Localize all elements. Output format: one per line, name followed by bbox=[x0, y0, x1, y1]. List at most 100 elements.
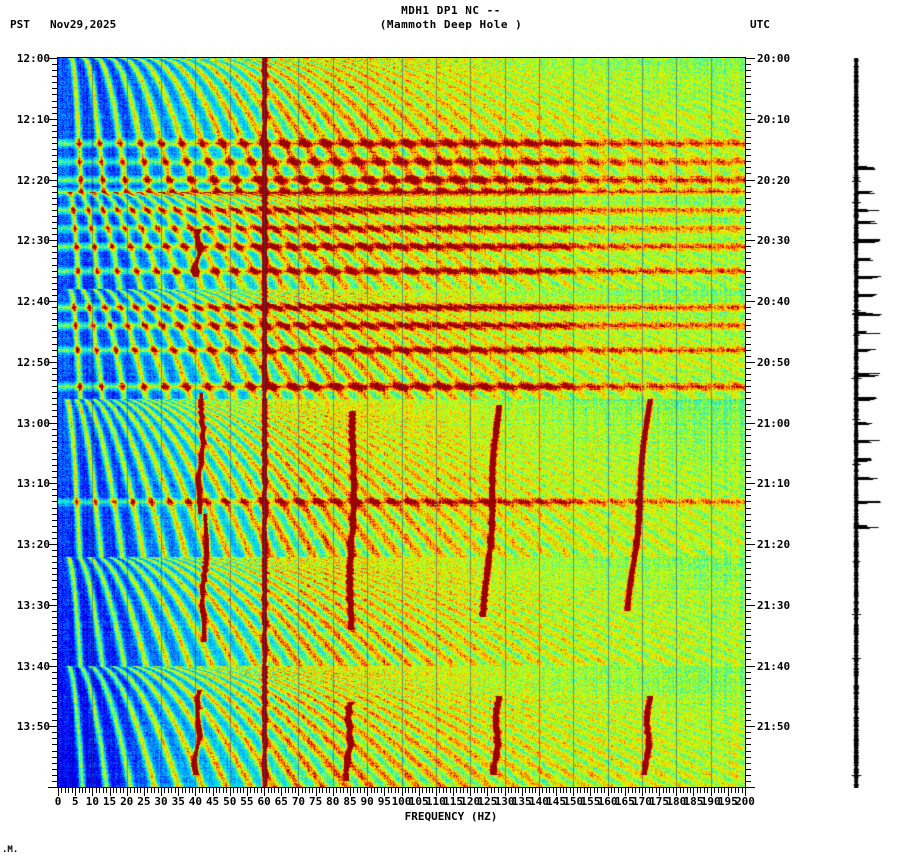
time-tick-minor-right bbox=[745, 556, 751, 557]
freq-tick-minor bbox=[656, 788, 657, 793]
freq-tick-minor bbox=[99, 788, 100, 793]
freq-tick-minor bbox=[65, 788, 66, 793]
freq-tick-major bbox=[436, 788, 437, 796]
time-tick-minor-right bbox=[745, 696, 751, 697]
freq-tick-minor bbox=[535, 788, 536, 793]
time-tick-minor-left bbox=[52, 751, 58, 752]
freq-label: 70 bbox=[291, 795, 306, 808]
time-label-left: 12:50 bbox=[16, 355, 50, 369]
time-tick-minor-left bbox=[52, 447, 58, 448]
freq-tick-minor bbox=[443, 788, 444, 793]
freq-label: 5 bbox=[71, 795, 79, 808]
time-tick-major-right bbox=[745, 180, 755, 181]
time-tick-minor-right bbox=[745, 64, 751, 65]
time-tick-minor-right bbox=[745, 107, 751, 108]
time-tick-minor-left bbox=[52, 690, 58, 691]
time-tick-minor-right bbox=[745, 277, 751, 278]
freq-label: 50 bbox=[223, 795, 237, 808]
freq-tick-major bbox=[350, 788, 351, 796]
freq-tick-minor bbox=[501, 788, 502, 793]
freq-tick-minor bbox=[415, 788, 416, 793]
freq-tick-major bbox=[505, 788, 506, 796]
spectrogram-canvas[interactable] bbox=[58, 58, 745, 787]
freq-tick-major bbox=[58, 788, 59, 796]
freq-tick-minor bbox=[639, 788, 640, 793]
freq-tick-minor bbox=[243, 788, 244, 793]
time-tick-minor-left bbox=[52, 593, 58, 594]
time-tick-minor-right bbox=[745, 307, 751, 308]
freq-tick-minor bbox=[412, 788, 413, 793]
time-tick-major-right bbox=[745, 666, 755, 667]
time-tick-major-right bbox=[745, 240, 755, 241]
freq-tick-minor bbox=[618, 788, 619, 793]
freq-tick-minor bbox=[518, 788, 519, 793]
freq-tick-major bbox=[75, 788, 76, 796]
freq-tick-minor bbox=[377, 788, 378, 793]
time-tick-minor-left bbox=[52, 501, 58, 502]
time-label-right: 20:20 bbox=[757, 173, 791, 187]
time-label-left: 12:00 bbox=[16, 52, 50, 65]
freq-tick-minor bbox=[120, 788, 121, 793]
freq-tick-major bbox=[213, 788, 214, 796]
time-tick-minor-left bbox=[52, 775, 58, 776]
corner-mark: .M. bbox=[2, 845, 19, 855]
time-tick-minor-right bbox=[745, 550, 751, 551]
freq-tick-minor bbox=[329, 788, 330, 793]
freq-tick-major bbox=[230, 788, 231, 796]
freq-tick-minor bbox=[312, 788, 313, 793]
time-tick-minor-right bbox=[745, 714, 751, 715]
time-label-right: 20:00 bbox=[757, 52, 791, 65]
freq-tick-minor bbox=[429, 788, 430, 793]
freq-tick-major bbox=[487, 788, 488, 796]
freq-tick-minor bbox=[140, 788, 141, 793]
freq-label: 190 bbox=[700, 795, 721, 808]
freq-label: 95 bbox=[377, 795, 391, 808]
freq-tick-major bbox=[556, 788, 557, 796]
time-tick-major-right bbox=[745, 483, 755, 484]
freq-tick-minor bbox=[714, 788, 715, 793]
time-tick-minor-left bbox=[52, 708, 58, 709]
time-tick-major-right bbox=[745, 605, 755, 606]
time-tick-minor-right bbox=[745, 222, 751, 223]
freq-tick-minor bbox=[724, 788, 725, 793]
time-tick-minor-left bbox=[52, 538, 58, 539]
time-tick-minor-left bbox=[52, 398, 58, 399]
freq-tick-minor bbox=[395, 788, 396, 793]
time-tick-minor-right bbox=[745, 465, 751, 466]
time-tick-minor-right bbox=[745, 435, 751, 436]
freq-tick-minor bbox=[61, 788, 62, 793]
freq-tick-major bbox=[711, 788, 712, 796]
time-tick-minor-right bbox=[745, 246, 751, 247]
freq-tick-minor bbox=[570, 788, 571, 793]
freq-tick-minor bbox=[398, 788, 399, 793]
freq-tick-major bbox=[573, 788, 574, 796]
time-tick-major-right bbox=[745, 423, 755, 424]
time-tick-minor-left bbox=[52, 763, 58, 764]
freq-tick-minor bbox=[271, 788, 272, 793]
time-tick-minor-left bbox=[52, 167, 58, 168]
time-tick-minor-left bbox=[52, 271, 58, 272]
time-tick-minor-right bbox=[745, 410, 751, 411]
time-label-left: 12:20 bbox=[16, 173, 50, 187]
freq-tick-minor bbox=[171, 788, 172, 793]
time-tick-minor-left bbox=[52, 568, 58, 569]
freq-tick-major bbox=[642, 788, 643, 796]
freq-tick-minor bbox=[515, 788, 516, 793]
time-tick-major-right bbox=[745, 544, 755, 545]
freq-tick-minor bbox=[628, 788, 629, 793]
time-label-right: 21:50 bbox=[757, 720, 791, 734]
time-tick-minor-right bbox=[745, 495, 751, 496]
freq-tick-minor bbox=[611, 788, 612, 793]
time-tick-minor-left bbox=[52, 70, 58, 71]
freq-tick-minor bbox=[673, 788, 674, 793]
time-tick-minor-left bbox=[52, 307, 58, 308]
freq-tick-minor bbox=[147, 788, 148, 793]
frequency-axis-title: FREQUENCY (HZ) bbox=[404, 810, 498, 823]
freq-tick-minor bbox=[439, 788, 440, 793]
spectrogram-plot-area[interactable] bbox=[58, 58, 745, 787]
time-tick-minor-left bbox=[52, 781, 58, 782]
time-tick-minor-left bbox=[52, 562, 58, 563]
freq-tick-minor bbox=[292, 788, 293, 793]
time-label-right: 20:10 bbox=[757, 112, 791, 126]
time-tick-major-left bbox=[48, 787, 58, 788]
